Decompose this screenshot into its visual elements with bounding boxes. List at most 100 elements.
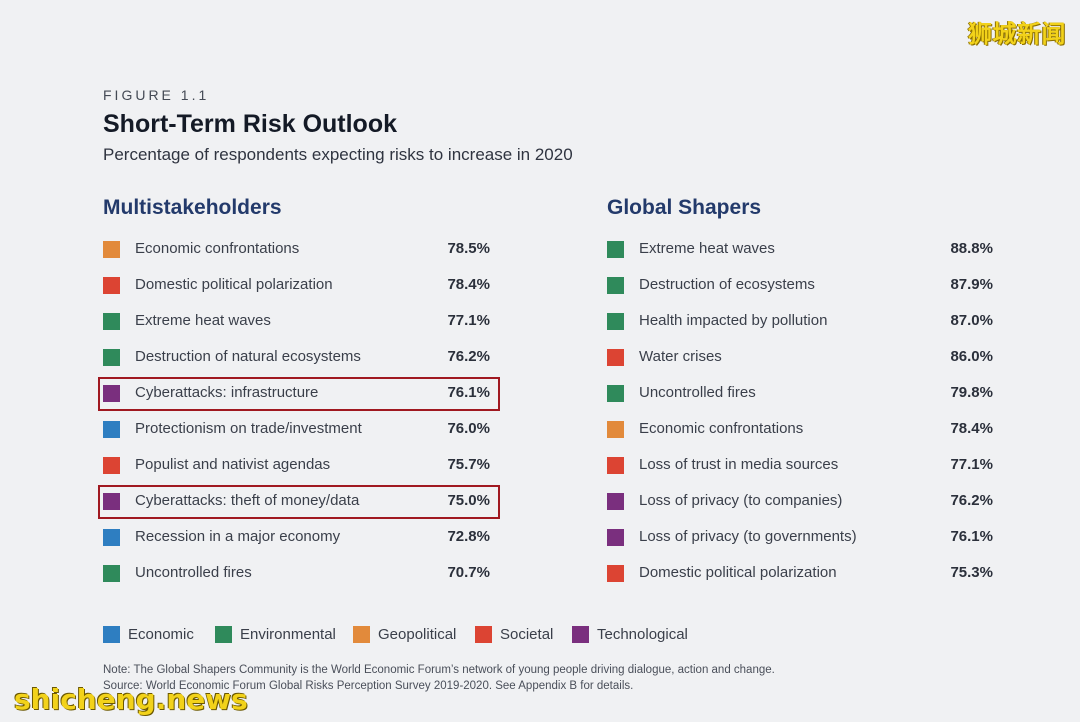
watermark-bottom-left: shicheng.news	[14, 683, 248, 716]
watermark-top-right: 狮城新闻	[968, 20, 1066, 48]
risk-value: 78.4%	[950, 420, 993, 437]
legend-label: Technological	[597, 626, 688, 643]
risk-row: Protectionism on trade/investment 76.0%	[103, 418, 490, 444]
risk-value: 75.0%	[447, 492, 490, 509]
risk-label: Water crises	[639, 348, 722, 365]
legend-swatch	[572, 626, 589, 643]
risk-label: Extreme heat waves	[135, 312, 271, 329]
category-swatch	[103, 493, 120, 510]
category-swatch	[607, 565, 624, 582]
risk-value: 79.8%	[950, 384, 993, 401]
note-line: Note: The Global Shapers Community is th…	[103, 664, 775, 676]
risk-row: Recession in a major economy 72.8%	[103, 526, 490, 552]
category-swatch	[607, 241, 624, 258]
risk-row: Loss of trust in media sources 77.1%	[607, 454, 993, 480]
risk-label: Protectionism on trade/investment	[135, 420, 362, 437]
risk-label: Recession in a major economy	[135, 528, 341, 545]
risk-row: Economic confrontations 78.5%	[103, 238, 490, 264]
risk-row: Loss of privacy (to companies) 76.2%	[607, 490, 993, 516]
risk-label: Economic confrontations	[135, 240, 300, 257]
risk-value: 77.1%	[950, 456, 993, 473]
legend-label: Environmental	[240, 626, 336, 643]
risk-value: 86.0%	[950, 348, 993, 365]
legend-label: Societal	[500, 626, 554, 643]
risk-value: 78.5%	[447, 240, 490, 257]
global-shapers-heading: Global Shapers	[607, 196, 762, 219]
risk-label: Extreme heat waves	[639, 240, 775, 257]
highlight-box	[98, 377, 500, 411]
category-swatch	[103, 241, 120, 258]
category-swatch	[607, 457, 624, 474]
footnote: Note: The Global Shapers Community is th…	[103, 662, 903, 694]
risk-value: 87.9%	[950, 276, 993, 293]
risk-value: 88.8%	[950, 240, 993, 257]
risk-row: Health impacted by pollution 87.0%	[607, 310, 993, 336]
risk-row: Extreme heat waves 88.8%	[607, 238, 993, 264]
category-swatch	[103, 385, 120, 402]
risk-label: Economic confrontations	[639, 420, 804, 437]
risk-row: Domestic political polarization 78.4%	[103, 274, 490, 300]
category-swatch	[607, 421, 624, 438]
highlight-box	[98, 485, 500, 519]
risk-row: Cyberattacks: infrastructure 76.1%	[103, 382, 490, 408]
chart-title: Short-Term Risk Outlook	[103, 110, 398, 138]
risk-label: Destruction of natural ecosystems	[135, 348, 361, 365]
risk-row: Populist and nativist agendas 75.7%	[103, 454, 490, 480]
risk-row: Cyberattacks: theft of money/data 75.0%	[103, 490, 490, 516]
risk-value: 76.0%	[447, 420, 490, 437]
category-swatch	[103, 313, 120, 330]
risk-row: Domestic political polarization 75.3%	[607, 562, 993, 588]
multistakeholders-heading: Multistakeholders	[103, 196, 282, 219]
risk-row: Loss of privacy (to governments) 76.1%	[607, 526, 993, 552]
risk-row: Uncontrolled fires 79.8%	[607, 382, 993, 408]
risk-label: Domestic political polarization	[135, 276, 333, 293]
risk-value: 70.7%	[447, 564, 490, 581]
risk-row: Extreme heat waves 77.1%	[103, 310, 490, 336]
legend-label: Economic	[128, 626, 194, 643]
legend-swatch	[103, 626, 120, 643]
risk-value: 75.3%	[950, 564, 993, 581]
risk-row: Water crises 86.0%	[607, 346, 993, 372]
risk-label: Cyberattacks: infrastructure	[135, 384, 319, 401]
category-swatch	[607, 349, 624, 366]
risk-label: Health impacted by pollution	[639, 312, 828, 329]
risk-value: 76.2%	[447, 348, 490, 365]
chart-subtitle: Percentage of respondents expecting risk…	[103, 145, 573, 164]
figure-label: FIGURE 1.1	[103, 87, 210, 103]
risk-label: Uncontrolled fires	[135, 564, 252, 581]
risk-value: 77.1%	[447, 312, 490, 329]
risk-row: Economic confrontations 78.4%	[607, 418, 993, 444]
legend-swatch	[353, 626, 370, 643]
risk-value: 87.0%	[950, 312, 993, 329]
risk-value: 75.7%	[447, 456, 490, 473]
category-swatch	[607, 529, 624, 546]
category-swatch	[103, 457, 120, 474]
risk-label: Cyberattacks: theft of money/data	[135, 492, 360, 509]
risk-label: Loss of privacy (to governments)	[639, 528, 857, 545]
risk-row: Destruction of natural ecosystems 76.2%	[103, 346, 490, 372]
risk-label: Populist and nativist agendas	[135, 456, 331, 473]
risk-label: Uncontrolled fires	[639, 384, 756, 401]
risk-row: Destruction of ecosystems 87.9%	[607, 274, 993, 300]
risk-value: 76.1%	[950, 528, 993, 545]
risk-label: Loss of privacy (to companies)	[639, 492, 843, 509]
category-swatch	[103, 529, 120, 546]
risk-row: Uncontrolled fires 70.7%	[103, 562, 490, 588]
category-swatch	[607, 277, 624, 294]
category-swatch	[607, 493, 624, 510]
source-line: Source: World Economic Forum Global Risk…	[103, 680, 634, 692]
category-swatch	[103, 349, 120, 366]
risk-value: 78.4%	[447, 276, 490, 293]
category-swatch	[103, 277, 120, 294]
risk-label: Loss of trust in media sources	[639, 456, 839, 473]
legend-swatch	[475, 626, 492, 643]
category-swatch	[607, 313, 624, 330]
legend-swatch	[215, 626, 232, 643]
category-swatch	[103, 565, 120, 582]
risk-value: 72.8%	[447, 528, 490, 545]
risk-label: Destruction of ecosystems	[639, 276, 815, 293]
risk-value: 76.2%	[950, 492, 993, 509]
risk-label: Domestic political polarization	[639, 564, 837, 581]
legend-label: Geopolitical	[378, 626, 457, 643]
category-swatch	[607, 385, 624, 402]
